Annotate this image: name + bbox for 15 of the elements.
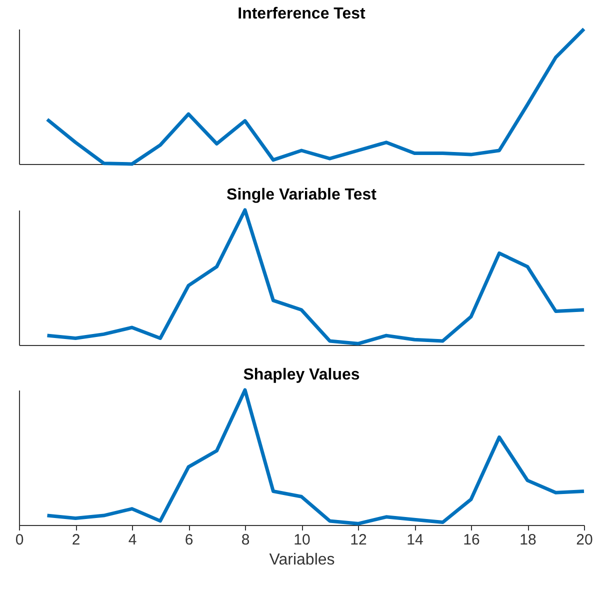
- x-tick-label: 6: [184, 532, 194, 548]
- x-tick-label: 18: [520, 532, 536, 548]
- x-tick-label: 4: [128, 532, 137, 548]
- x-tick-label: 14: [406, 532, 424, 548]
- x-tick-label: 16: [463, 532, 480, 548]
- chart-title: Interference Test: [238, 5, 366, 22]
- x-tick-label: 2: [72, 532, 80, 548]
- x-axis-title: Variables: [269, 552, 335, 568]
- x-tick-label: 10: [294, 532, 310, 548]
- chart-title: Single Variable Test: [226, 186, 378, 204]
- x-tick-label: 20: [576, 532, 593, 548]
- chart-title: Shapley Values: [243, 366, 360, 384]
- x-tick-label: 0: [15, 532, 24, 548]
- x-tick-label: 8: [241, 532, 250, 548]
- x-tick-label: 12: [350, 532, 367, 548]
